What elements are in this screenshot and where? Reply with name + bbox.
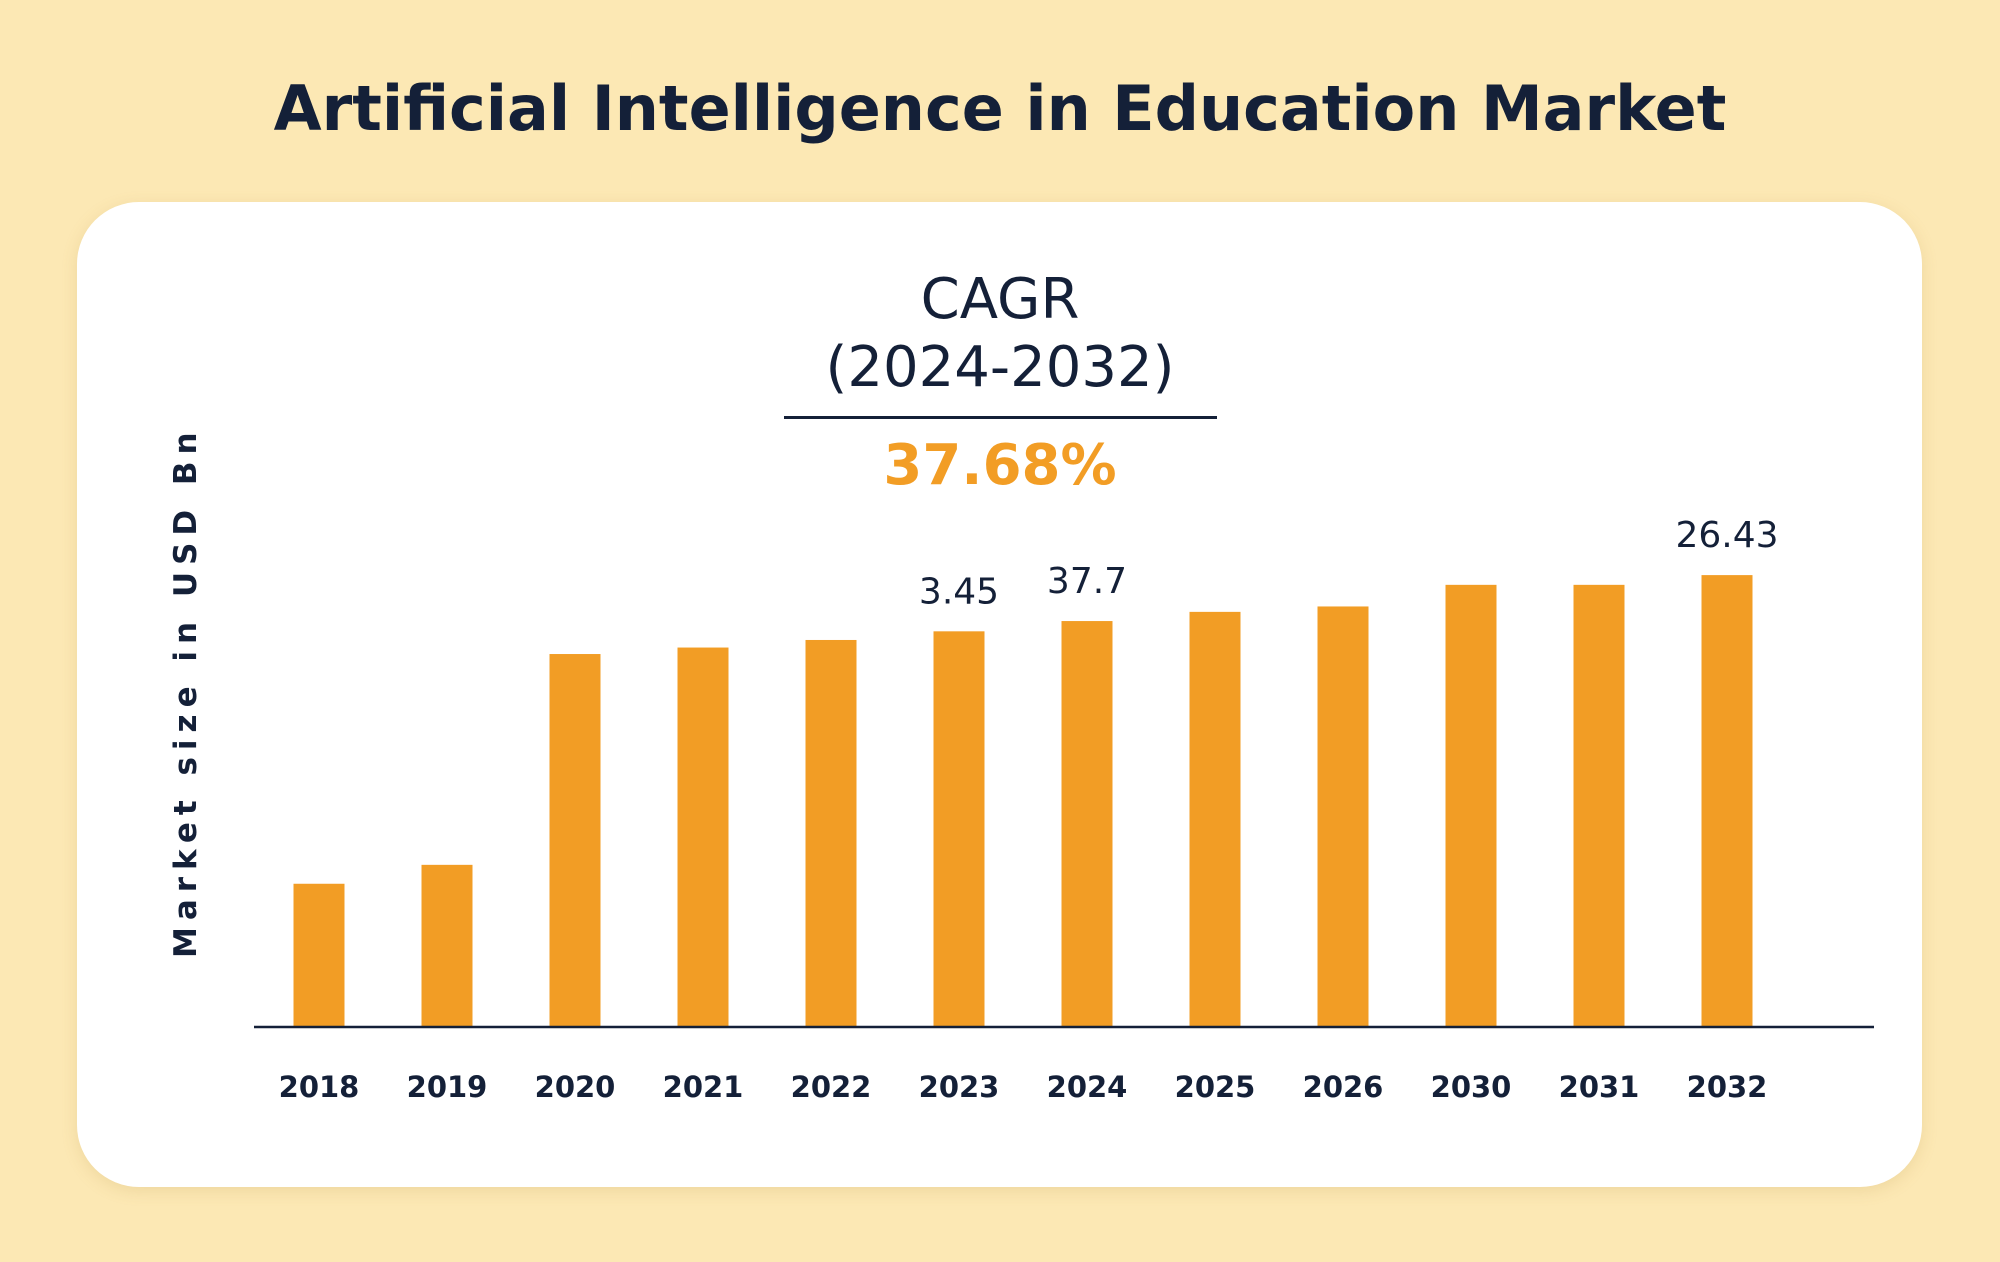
bar-2024: [1061, 621, 1113, 1027]
x-tick-label-2021: 2021: [663, 1070, 744, 1104]
cagr-divider: [784, 416, 1217, 419]
x-tick-label-2019: 2019: [407, 1070, 488, 1104]
x-tick-label-2024: 2024: [1047, 1070, 1128, 1104]
data-label-2023: 3.45: [919, 571, 999, 612]
x-tick-label-2022: 2022: [791, 1070, 872, 1104]
page-title: Artificial Intelligence in Education Mar…: [273, 72, 1727, 145]
x-tick-label-2026: 2026: [1303, 1070, 1384, 1104]
data-label-2024: 37.7: [1047, 561, 1127, 602]
x-tick-label-2025: 2025: [1175, 1070, 1256, 1104]
x-tick-label-2018: 2018: [279, 1070, 360, 1104]
data-label-2032: 26.43: [1675, 515, 1778, 556]
x-tick-label-2030: 2030: [1431, 1070, 1512, 1104]
bar-2018: [293, 883, 345, 1027]
x-tick-label-2023: 2023: [919, 1070, 1000, 1104]
bar-2026: [1317, 606, 1369, 1027]
cagr-period: (2024-2032): [825, 335, 1175, 400]
bar-2030: [1445, 584, 1497, 1027]
bars-layer: [293, 575, 1753, 1027]
bar-2022: [805, 639, 857, 1027]
labels-layer: 2018 2019 2020 2021 2022 2023 3.45 2024 37.7 2025…: [279, 515, 1779, 1104]
bar-2023: [933, 631, 985, 1027]
x-tick-label-2031: 2031: [1559, 1070, 1640, 1104]
cagr-title: CAGR: [920, 267, 1080, 332]
x-tick-label-2032: 2032: [1687, 1070, 1768, 1104]
bar-2020: [549, 654, 601, 1027]
bar-2032: [1701, 575, 1753, 1027]
x-tick-label-2020: 2020: [535, 1070, 616, 1104]
bar-2019: [421, 864, 473, 1027]
cagr-value: 37.68%: [883, 433, 1117, 498]
bar-2025: [1189, 611, 1241, 1027]
bar-2021: [677, 647, 729, 1027]
bar-2031: [1573, 584, 1625, 1027]
